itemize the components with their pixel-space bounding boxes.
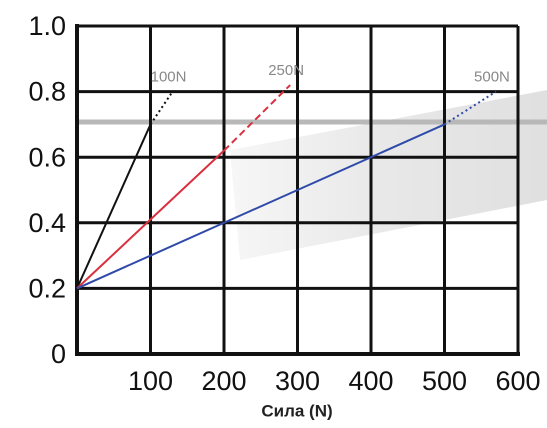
line-segment — [151, 92, 173, 125]
x-tick-label: 100 — [128, 366, 173, 396]
x-tick-label: 500 — [422, 366, 467, 396]
y-tick-label: 0 — [51, 339, 66, 369]
y-tick-label: 0.4 — [28, 208, 66, 238]
y-tick-label: 0.2 — [28, 274, 66, 304]
x-tick-label: 300 — [275, 366, 320, 396]
line-segment — [77, 124, 151, 288]
x-axis-label: Сила (N) — [261, 401, 332, 420]
x-tick-label: 200 — [201, 366, 246, 396]
line-label: 100N — [151, 69, 187, 86]
line-label: 250N — [268, 62, 304, 79]
x-tick-label: 600 — [495, 366, 540, 396]
background-shape — [230, 90, 547, 260]
chart: Сила (N) 0 0.2 0.4 0.6 0.8 1.0 100 200 300 400 500… — [0, 0, 547, 428]
y-tick-label: 0.8 — [28, 77, 66, 107]
y-tick-label: 1.0 — [28, 11, 66, 41]
line-label: 500N — [474, 69, 510, 86]
x-tick-label: 400 — [348, 366, 393, 396]
y-tick-label: 0.6 — [28, 142, 66, 172]
